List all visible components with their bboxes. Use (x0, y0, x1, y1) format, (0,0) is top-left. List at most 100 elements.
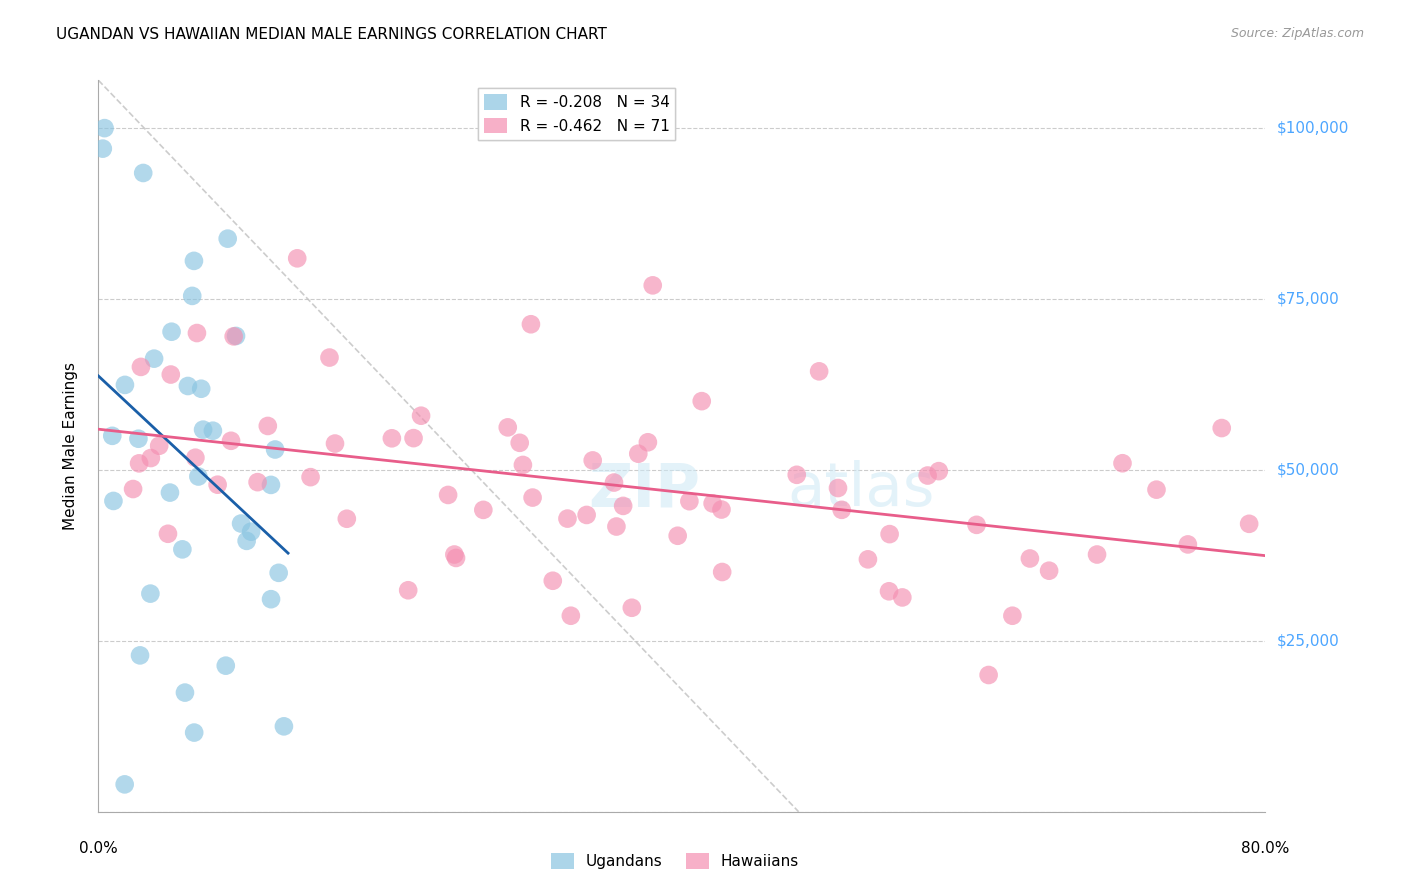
Point (101, 429, 124, 443)
Point (1019, 551, 1042, 566)
Text: $100,000: $100,000 (1277, 120, 1350, 136)
Text: UGANDAN VS HAWAIIAN MEDIAN MALE EARNINGS CORRELATION CHART: UGANDAN VS HAWAIIAN MEDIAN MALE EARNINGS… (56, 27, 607, 42)
Point (966, 517, 988, 532)
Point (93, 121, 115, 136)
Point (260, 478, 283, 492)
Point (620, 600, 643, 615)
Point (217, 232, 239, 246)
Point (443, 548, 465, 562)
Point (627, 447, 650, 461)
Point (256, 419, 278, 434)
Point (409, 409, 432, 423)
Point (184, 450, 207, 465)
Text: atlas: atlas (787, 460, 935, 519)
Text: 80.0%: 80.0% (1241, 841, 1289, 856)
Text: Source: ZipAtlas.com: Source: ZipAtlas.com (1230, 27, 1364, 40)
Point (710, 502, 733, 516)
Point (1085, 548, 1108, 562)
Point (641, 278, 664, 293)
Point (143, 351, 166, 366)
Point (520, 318, 543, 332)
Point (612, 499, 634, 513)
Point (437, 488, 460, 502)
Point (299, 470, 322, 484)
Point (122, 482, 145, 496)
Point (381, 431, 404, 445)
Point (174, 685, 197, 699)
Point (177, 379, 200, 393)
Point (1237, 516, 1260, 531)
Point (181, 289, 204, 303)
Point (229, 516, 252, 531)
Point (666, 529, 689, 543)
Point (187, 469, 209, 483)
Point (139, 586, 162, 600)
Text: $50,000: $50,000 (1277, 462, 1340, 477)
Point (396, 583, 419, 598)
Point (160, 325, 183, 339)
Point (472, 503, 495, 517)
Point (183, 253, 205, 268)
Point (318, 351, 340, 365)
Point (512, 458, 534, 472)
Point (1146, 483, 1168, 497)
Point (264, 442, 287, 457)
Point (690, 394, 713, 409)
Point (557, 511, 579, 525)
Point (91, 142, 114, 156)
Point (702, 496, 724, 510)
Point (260, 592, 283, 607)
Point (1038, 564, 1060, 578)
Point (827, 481, 849, 495)
Point (856, 552, 879, 566)
Text: ZIP: ZIP (589, 460, 700, 519)
Point (222, 329, 245, 343)
Point (879, 527, 901, 541)
Point (128, 456, 150, 470)
Point (1211, 421, 1233, 435)
Point (127, 432, 149, 446)
Point (582, 453, 605, 467)
Point (323, 436, 346, 450)
Point (246, 475, 269, 490)
Point (190, 382, 212, 396)
Point (186, 326, 208, 340)
Point (336, 512, 359, 526)
Point (156, 526, 179, 541)
Point (541, 574, 564, 588)
Point (285, 252, 308, 266)
Point (114, 777, 136, 791)
Point (808, 364, 831, 378)
Point (148, 439, 170, 453)
Point (605, 519, 627, 533)
Point (786, 467, 808, 482)
Point (1001, 608, 1024, 623)
Point (877, 584, 900, 599)
Point (891, 591, 914, 605)
Text: $25,000: $25,000 (1277, 633, 1340, 648)
Point (678, 494, 700, 508)
Point (172, 542, 194, 557)
Point (103, 494, 125, 508)
Point (201, 424, 224, 438)
Point (917, 468, 939, 483)
Point (1111, 456, 1133, 470)
Point (129, 359, 152, 374)
Point (114, 378, 136, 392)
Point (207, 477, 229, 491)
Point (509, 435, 531, 450)
Point (560, 608, 582, 623)
Point (191, 423, 214, 437)
Legend: Ugandans, Hawaiians: Ugandans, Hawaiians (544, 847, 806, 875)
Point (139, 450, 162, 465)
Point (235, 533, 257, 548)
Point (402, 431, 425, 445)
Point (831, 503, 853, 517)
Point (159, 368, 181, 382)
Point (273, 719, 295, 733)
Point (711, 565, 734, 579)
Point (444, 551, 467, 566)
Point (267, 566, 290, 580)
Point (928, 464, 950, 478)
Point (575, 508, 598, 522)
